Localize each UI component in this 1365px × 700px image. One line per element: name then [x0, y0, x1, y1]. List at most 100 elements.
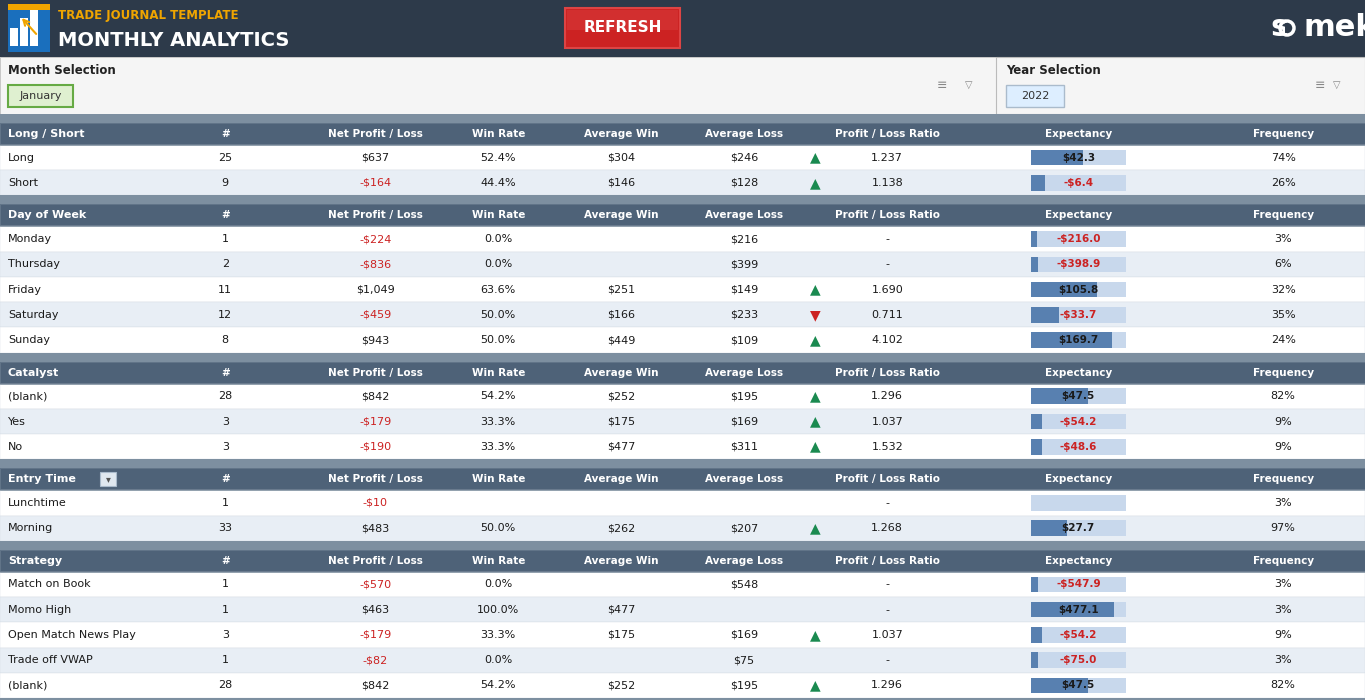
- Text: ▲: ▲: [811, 150, 820, 164]
- Text: January: January: [19, 91, 61, 101]
- Bar: [996, 57, 1365, 114]
- Text: $842: $842: [362, 680, 389, 690]
- Text: $175: $175: [607, 630, 635, 640]
- Bar: [1031, 678, 1126, 693]
- Text: 82%: 82%: [1271, 391, 1295, 401]
- Text: 3: 3: [221, 416, 229, 426]
- Text: $251: $251: [607, 285, 635, 295]
- Text: 3%: 3%: [1275, 498, 1291, 508]
- Text: Profit / Loss Ratio: Profit / Loss Ratio: [835, 368, 939, 377]
- Bar: [1031, 175, 1126, 190]
- Bar: [1031, 231, 1126, 247]
- Text: ▾: ▾: [105, 475, 111, 484]
- Text: Expectancy: Expectancy: [1044, 211, 1112, 220]
- Bar: [0, 227, 1365, 252]
- Text: ▲: ▲: [811, 440, 820, 454]
- Bar: [0, 434, 1365, 459]
- Bar: [0, 353, 1365, 362]
- Text: #: #: [221, 556, 229, 566]
- Bar: [0, 468, 1365, 491]
- Text: 3%: 3%: [1275, 580, 1291, 589]
- Text: -$164: -$164: [359, 178, 392, 188]
- Bar: [8, 4, 51, 52]
- Text: 9: 9: [221, 178, 229, 188]
- Bar: [1031, 414, 1126, 429]
- Text: 97%: 97%: [1271, 523, 1295, 533]
- Text: 1: 1: [221, 498, 229, 508]
- Text: 11: 11: [218, 285, 232, 295]
- Bar: [0, 362, 1365, 384]
- Text: Average Loss: Average Loss: [704, 556, 784, 566]
- Text: 52.4%: 52.4%: [480, 153, 516, 162]
- Text: ▲: ▲: [811, 678, 820, 692]
- Text: ▲: ▲: [811, 389, 820, 403]
- Text: Net Profit / Loss: Net Profit / Loss: [328, 211, 423, 220]
- Text: Expectancy: Expectancy: [1044, 556, 1112, 566]
- Text: 1: 1: [221, 655, 229, 665]
- Bar: [1031, 281, 1126, 298]
- Bar: [0, 204, 1365, 227]
- Text: #: #: [221, 211, 229, 220]
- Text: $149: $149: [730, 285, 758, 295]
- Text: Frequency: Frequency: [1253, 129, 1313, 139]
- Bar: [565, 8, 680, 48]
- Text: 8: 8: [221, 335, 229, 345]
- Bar: [0, 516, 1365, 541]
- Text: Expectancy: Expectancy: [1044, 129, 1112, 139]
- Text: 0.711: 0.711: [871, 310, 904, 320]
- Text: ▲: ▲: [811, 333, 820, 347]
- Text: $216: $216: [730, 234, 758, 244]
- Bar: [1031, 627, 1126, 643]
- Text: 63.6%: 63.6%: [480, 285, 516, 295]
- Text: 2022: 2022: [1021, 91, 1050, 101]
- Text: Average Win: Average Win: [584, 556, 658, 566]
- Bar: [0, 648, 1365, 673]
- Text: $207: $207: [730, 523, 758, 533]
- Text: 33: 33: [218, 523, 232, 533]
- Text: Yes: Yes: [8, 416, 26, 426]
- Text: 82%: 82%: [1271, 680, 1295, 690]
- Text: 100.0%: 100.0%: [478, 605, 519, 615]
- Text: $47.5: $47.5: [1062, 391, 1095, 401]
- Text: 1: 1: [221, 605, 229, 615]
- Text: No: No: [8, 442, 23, 452]
- Text: Profit / Loss Ratio: Profit / Loss Ratio: [835, 129, 939, 139]
- Text: $195: $195: [730, 391, 758, 401]
- Text: MONTHLY ANALYTICS: MONTHLY ANALYTICS: [57, 31, 289, 50]
- Text: $311: $311: [730, 442, 758, 452]
- Bar: [0, 550, 1365, 572]
- Text: -$75.0: -$75.0: [1059, 655, 1097, 665]
- Text: 0.0%: 0.0%: [485, 234, 512, 244]
- Text: 32%: 32%: [1271, 285, 1295, 295]
- Text: -$179: -$179: [359, 630, 392, 640]
- Text: (blank): (blank): [8, 391, 48, 401]
- Text: -$190: -$190: [359, 442, 392, 452]
- Bar: [1031, 307, 1126, 323]
- Bar: [0, 145, 1365, 170]
- Text: $175: $175: [607, 416, 635, 426]
- Bar: [1031, 307, 1059, 323]
- Text: ▲: ▲: [811, 522, 820, 536]
- Text: ▲: ▲: [811, 176, 820, 190]
- Text: Win Rate: Win Rate: [471, 556, 526, 566]
- Text: Momo High: Momo High: [8, 605, 71, 615]
- Text: Strategy: Strategy: [8, 556, 63, 566]
- Bar: [1031, 175, 1046, 190]
- Text: -$547.9: -$547.9: [1057, 580, 1100, 589]
- Text: 1.690: 1.690: [871, 285, 904, 295]
- Text: 9%: 9%: [1274, 416, 1293, 426]
- Bar: [1031, 332, 1111, 348]
- Text: Win Rate: Win Rate: [471, 475, 526, 484]
- Text: -: -: [886, 234, 889, 244]
- Bar: [0, 302, 1365, 328]
- Text: $128: $128: [730, 178, 758, 188]
- Bar: [100, 473, 116, 486]
- Text: 1.037: 1.037: [871, 416, 904, 426]
- Bar: [1031, 520, 1067, 536]
- Text: Win Rate: Win Rate: [471, 368, 526, 377]
- Text: Day of Week: Day of Week: [8, 211, 86, 220]
- Text: 9%: 9%: [1274, 630, 1293, 640]
- Bar: [0, 362, 1365, 384]
- Text: Frequency: Frequency: [1253, 368, 1313, 377]
- Bar: [0, 491, 1365, 516]
